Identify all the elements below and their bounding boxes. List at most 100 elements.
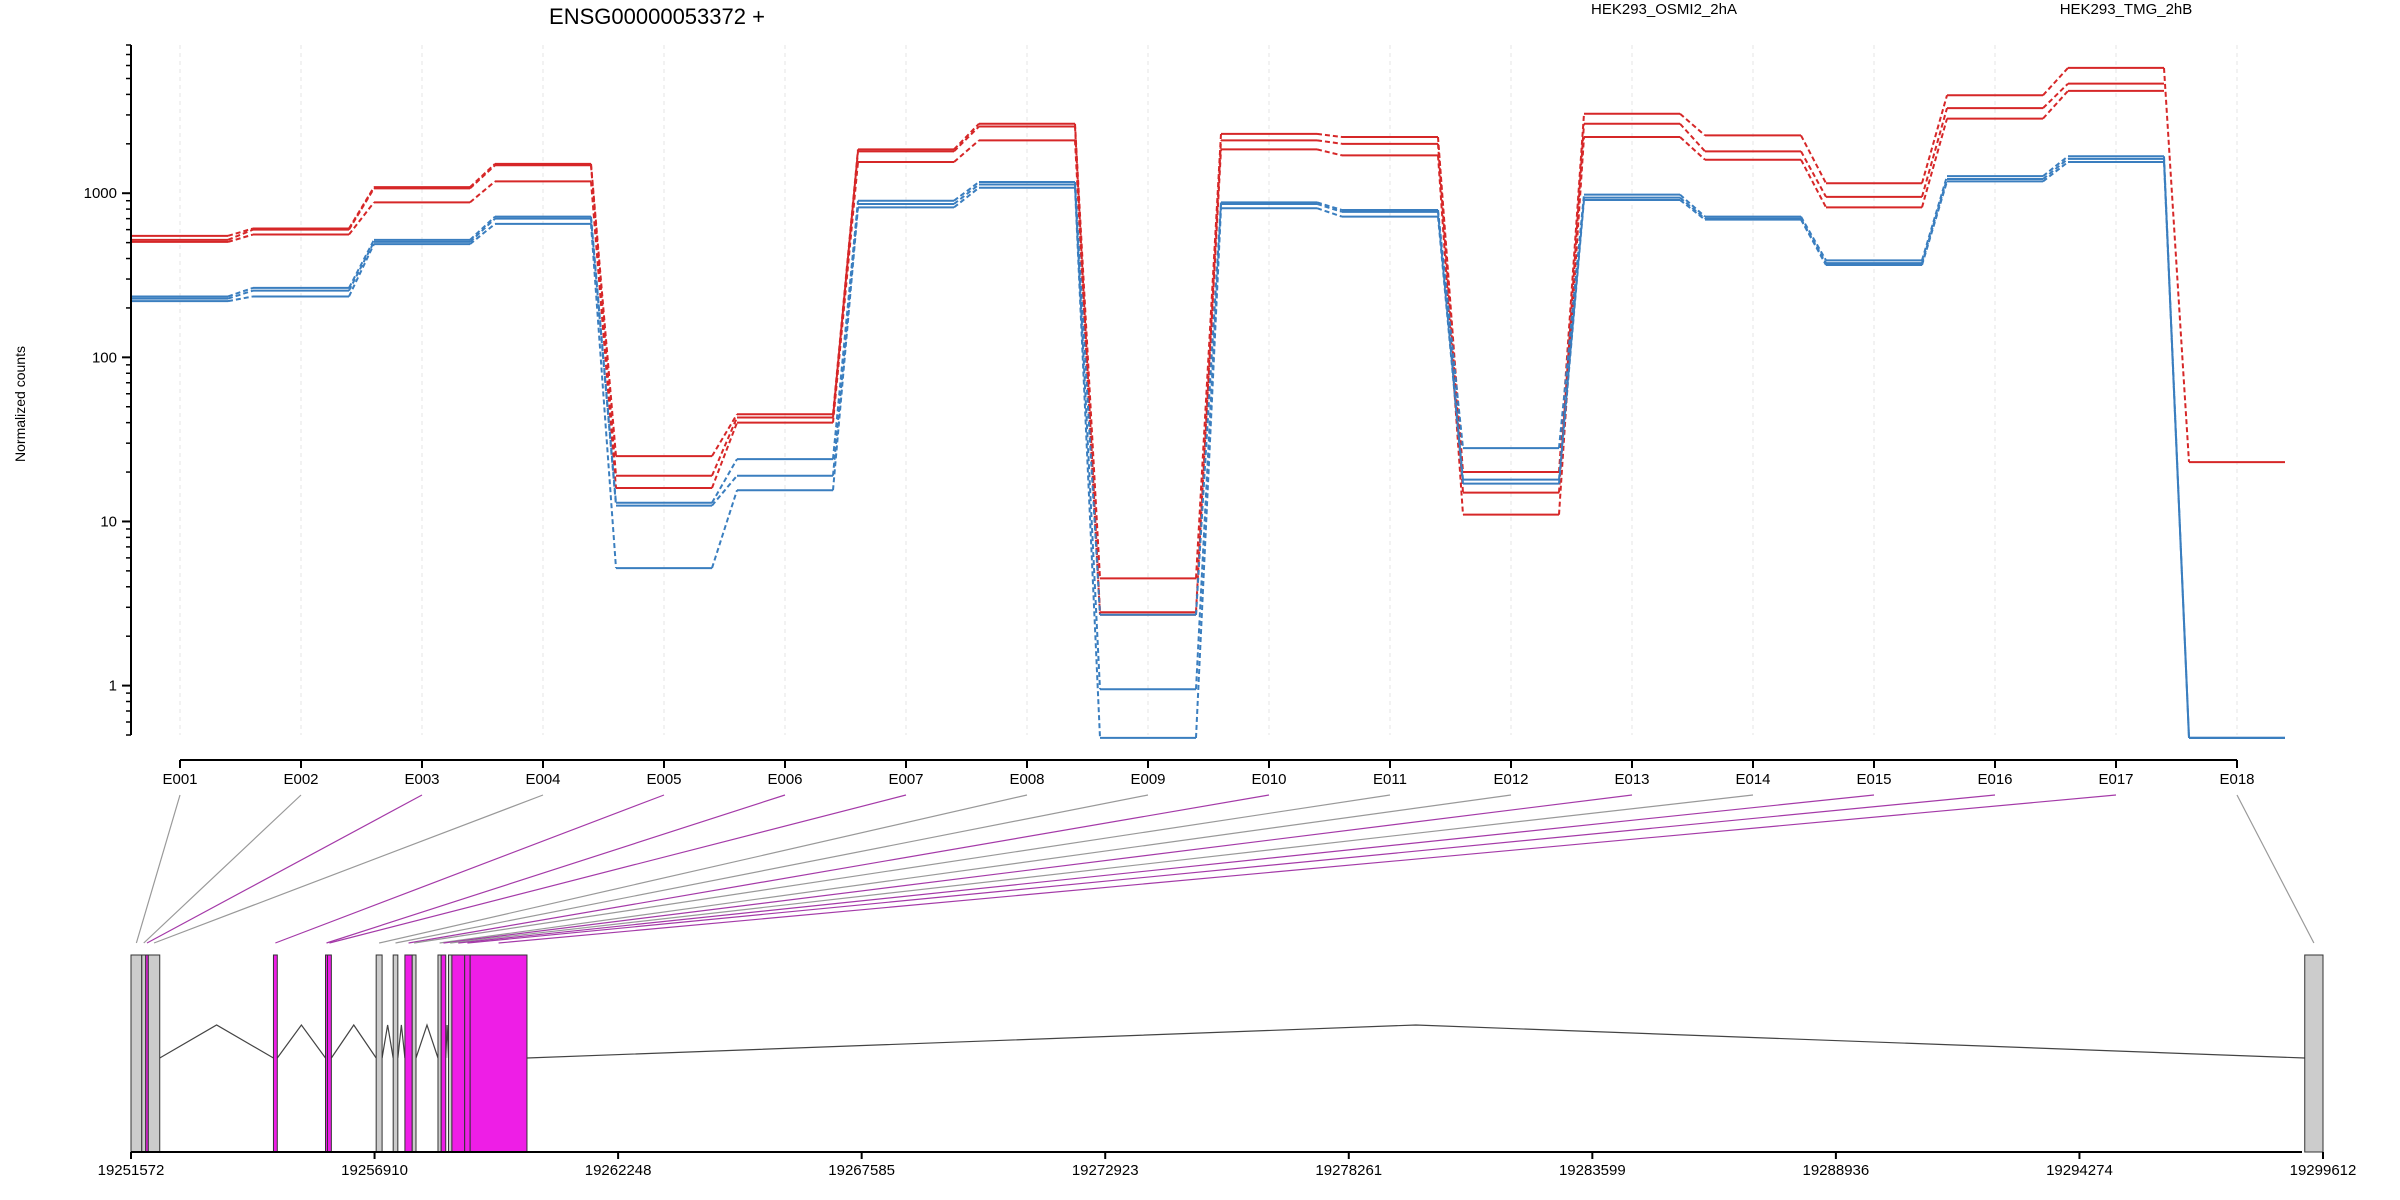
genomic-coordinate-axis: 19251572 19256910 19262248 19267585 19272923… [98, 1151, 2357, 1179]
exon-box [375, 954, 383, 1153]
series-1-connector [2163, 67, 2190, 463]
x-tick-label: E010 [1251, 771, 1286, 788]
exon-box [147, 954, 161, 1153]
x-tick-label: E007 [888, 771, 923, 788]
series-3-connector [469, 180, 496, 204]
coordinate-label: 19288936 [1803, 1162, 1870, 1179]
series-4-connector [348, 239, 375, 289]
exon-connector-line [450, 794, 1754, 944]
series-1-connector [1679, 112, 1706, 137]
intron-line [330, 1023, 377, 1059]
series-4-connector [1679, 193, 1706, 218]
series-5-connector [2163, 158, 2190, 738]
coordinate-label: 19294274 [2046, 1162, 2113, 1179]
series-3-connector [590, 181, 617, 489]
series-2-connector [1316, 139, 1343, 145]
series-3-connector [1316, 148, 1343, 157]
exon-connector-line [439, 794, 1512, 944]
series-4-connector [953, 181, 980, 202]
coordinate-label: 19299612 [2290, 1162, 2357, 1179]
series-3-connector [832, 161, 859, 423]
x-tick-label: E014 [1735, 771, 1770, 788]
series-5-connector [711, 475, 738, 507]
series-6-connector [1679, 199, 1706, 221]
series-4-connector [711, 458, 738, 504]
coordinate-label: 19267585 [828, 1162, 895, 1179]
series-6-connector [227, 295, 254, 303]
series-6-connector [953, 186, 980, 209]
series-2-connector [711, 417, 738, 477]
series-1-connector [2042, 67, 2069, 96]
exon-connector-line [378, 794, 1028, 944]
intron-line [526, 1024, 2305, 1059]
x-tick-label: E011 [1373, 771, 1407, 788]
series-4-connector [1074, 181, 1101, 615]
exon-box [464, 954, 471, 1153]
series-6-connector [590, 223, 617, 569]
exon-connector-line [467, 794, 1996, 944]
y-tick-label: 10 [100, 513, 117, 530]
series-1-connector [1316, 132, 1343, 139]
series-1-connector [227, 227, 254, 237]
x-tick-label: E018 [2219, 771, 2254, 788]
series-6-connector [1074, 187, 1101, 738]
series-4-connector [469, 215, 496, 241]
series-2-connector [227, 228, 254, 241]
exon-connector-line [326, 794, 786, 944]
x-tick-label: E008 [1009, 771, 1044, 788]
x-tick-label: E015 [1856, 771, 1891, 788]
exon-box [141, 954, 147, 1153]
series-3-connector [1679, 136, 1706, 161]
series-5-connector [590, 218, 617, 506]
x-tick-label: E013 [1614, 771, 1649, 788]
chart-title: ENSG00000053372 + [549, 4, 765, 29]
series-4-connector [1921, 175, 1948, 261]
exon-connector-line [153, 794, 544, 944]
y-axis: 1 10 100 1000 [84, 44, 132, 736]
series-5-connector [832, 203, 859, 476]
x-tick-label: E004 [525, 771, 560, 788]
exon-connector-line [498, 794, 2117, 944]
vertical-grid [179, 45, 2238, 735]
series-lines [132, 66, 2285, 739]
series-6-connector [348, 243, 375, 297]
coordinate-label: 19272923 [1072, 1162, 1139, 1179]
series-5-connector [1316, 203, 1343, 213]
y-tick-label: 1 [109, 678, 117, 695]
x-tick-label: E006 [767, 771, 802, 788]
x-tick-label: E001 [162, 771, 197, 788]
x-tick-label: E002 [283, 771, 318, 788]
exon-connector-line [458, 794, 1875, 944]
legend-tmg: HEK293_TMG_2hB [2060, 1, 2193, 18]
series-6-connector [1921, 181, 1948, 266]
intron-line [276, 1023, 326, 1059]
exon-box [451, 954, 466, 1153]
series-5-connector [1558, 197, 1585, 480]
series-2-connector [1679, 123, 1706, 152]
exon-box [272, 954, 278, 1153]
x-tick-label: E016 [1977, 771, 2012, 788]
coordinate-label: 19256910 [341, 1162, 408, 1179]
series-1-connector [1800, 134, 1827, 184]
series-3-connector [1195, 149, 1222, 615]
coordinate-label: 19262248 [585, 1162, 652, 1179]
series-1-connector [1558, 113, 1585, 473]
series-6-connector [2042, 161, 2069, 183]
series-1-connector [953, 123, 980, 151]
series-2-connector [1800, 150, 1827, 198]
coordinate-label: 19251572 [98, 1162, 165, 1179]
exon-box [411, 954, 417, 1153]
series-6-connector [1800, 219, 1827, 266]
series-5-connector [953, 183, 980, 205]
series-3-connector [1800, 159, 1827, 208]
series-3-connector [227, 233, 254, 243]
y-tick-label: 100 [92, 349, 117, 366]
exon-connector-line [329, 794, 907, 944]
x-tick-label: E012 [1493, 771, 1528, 788]
series-6-connector [1316, 207, 1343, 218]
y-axis-label: Normalized counts [12, 346, 28, 462]
series-3-connector [348, 201, 375, 236]
exon-box [440, 954, 447, 1153]
